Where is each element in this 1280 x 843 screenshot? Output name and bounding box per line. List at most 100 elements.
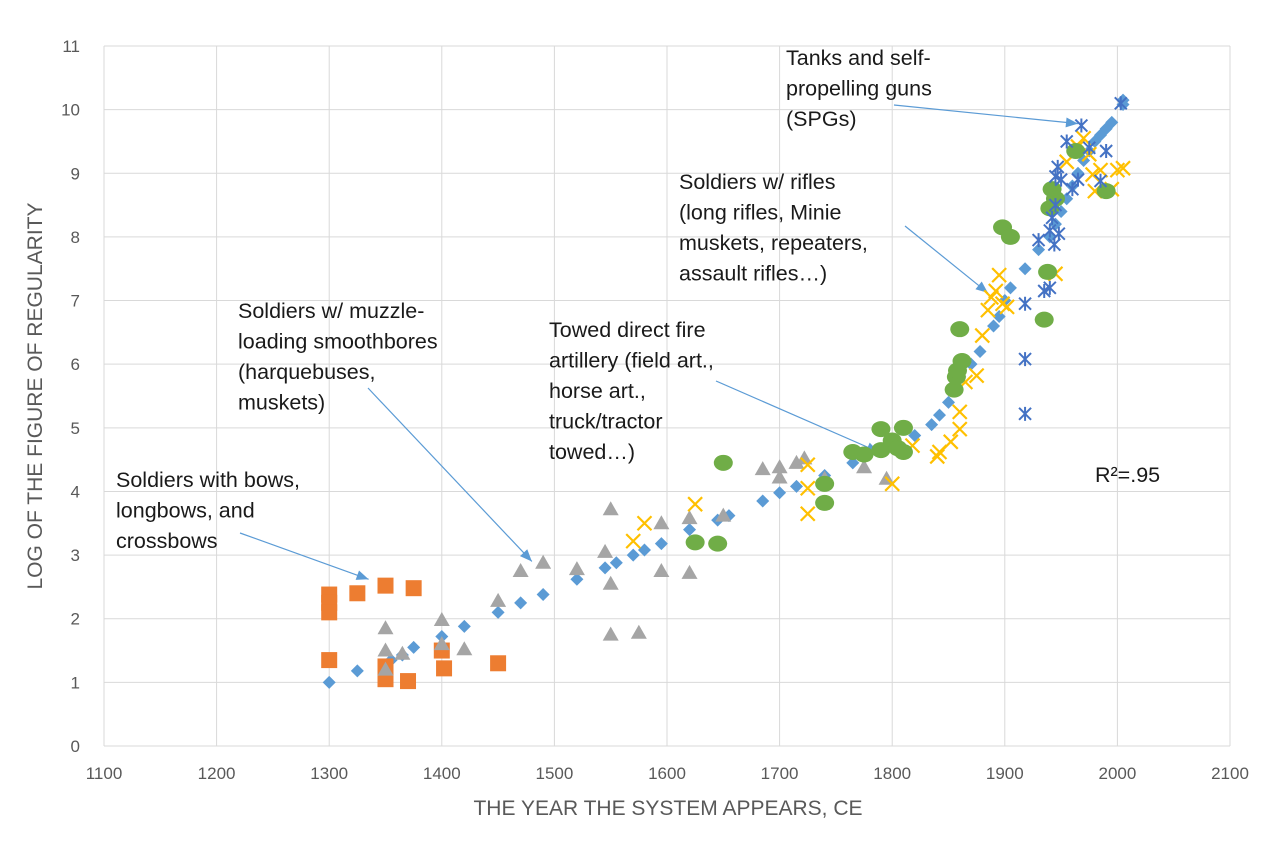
arrowhead-tanks (1065, 117, 1078, 128)
triangle-point (796, 450, 813, 465)
x-point (799, 505, 816, 522)
x-tick-label: 2100 (1211, 764, 1249, 783)
circle-point (1038, 263, 1058, 280)
triangle-point (602, 575, 619, 590)
circle-point (685, 534, 705, 551)
x-tick-label: 2000 (1098, 764, 1136, 783)
diamond-point (457, 619, 471, 633)
triangle-point (602, 501, 619, 516)
circle-point (854, 446, 874, 463)
asterisk-point (1018, 406, 1032, 421)
x-point (1092, 162, 1109, 178)
x-point (799, 480, 816, 497)
diamond-point (536, 588, 550, 602)
triangle-point (456, 641, 473, 656)
y-tick-label: 6 (71, 355, 80, 374)
triangle-point (715, 507, 732, 522)
annotation-line: towed…) (549, 440, 635, 464)
y-tick-label: 10 (61, 101, 80, 120)
x-point (974, 327, 991, 344)
asterisk-point (1031, 233, 1046, 248)
diamond-point (1105, 115, 1119, 129)
x-tick-label: 1600 (648, 764, 686, 783)
x-point (991, 267, 1007, 283)
diamond-point (942, 395, 955, 409)
diamond-point (1032, 243, 1046, 257)
r-squared-label: R²=.95 (1095, 463, 1160, 487)
square-point (400, 673, 417, 690)
diamond-point (987, 319, 1001, 333)
diamond-point (637, 543, 651, 557)
annotation-line: Soldiers w/ muzzle- (238, 299, 424, 323)
triangle-point (377, 620, 394, 635)
diamond-point (350, 664, 364, 678)
x-point (999, 299, 1015, 315)
annotation-towed: Towed direct fire artillery (field art., h… (549, 318, 714, 464)
triangle-point (681, 510, 698, 525)
square-point (405, 580, 422, 597)
diamond-point (789, 479, 803, 493)
square-point (349, 585, 366, 602)
asterisk-point (1114, 96, 1128, 111)
triangle-point (856, 459, 873, 474)
annotation-line: crossbows (116, 529, 218, 553)
arrow-tanks (893, 104, 1079, 125)
x-tick-label: 1200 (198, 764, 236, 783)
diamond-point (1018, 262, 1032, 276)
circle-point (1000, 228, 1020, 245)
circle-point (815, 475, 835, 492)
triangle-point (490, 592, 507, 607)
data-points (321, 93, 1131, 690)
triangle-point (681, 564, 698, 579)
x-point (687, 496, 703, 512)
asterisk-point (1093, 173, 1108, 188)
circle-point (944, 381, 964, 398)
circle-point (713, 454, 733, 471)
asterisk-point (1043, 223, 1057, 238)
x-tick-label: 1300 (310, 764, 348, 783)
asterisk-point (1054, 172, 1068, 187)
diamond-point (1099, 122, 1113, 136)
diamond-point (773, 486, 787, 500)
x-tick-label: 1500 (535, 764, 573, 783)
triangle-point (653, 563, 670, 577)
diamond-point (973, 344, 987, 358)
x-axis-title: THE YEAR THE SYSTEM APPEARS, CE (473, 797, 862, 820)
annotation-line: loading smoothbores (238, 330, 438, 354)
annotation-line: longbows, and (116, 499, 255, 523)
annotation-line: propelling guns (786, 77, 932, 101)
annotation-line: Soldiers w/ rifles (679, 170, 836, 194)
triangle-point (771, 459, 788, 474)
annotation-line: Towed direct fire (549, 318, 706, 342)
asterisk-point (1099, 144, 1113, 158)
arrow-smoothbores (367, 387, 533, 562)
annotation-line: truck/tractor (549, 410, 663, 434)
x-tick-label: 1400 (423, 764, 461, 783)
y-tick-label: 8 (71, 228, 80, 247)
diamond-point (992, 309, 1006, 323)
arrow-bows (239, 532, 369, 580)
y-tick-label: 3 (71, 546, 80, 565)
annotation-line: assault rifles…) (679, 262, 827, 286)
x-point (1109, 162, 1126, 178)
arrow-towed (715, 380, 879, 453)
diamond-point (1003, 281, 1017, 295)
asterisk-point (1071, 172, 1085, 187)
triangle-point (754, 461, 771, 476)
asterisk-point (1018, 296, 1032, 311)
annotation-line: muskets) (238, 391, 325, 415)
circle-point (950, 321, 970, 338)
asterisk-point (1048, 198, 1063, 213)
triangle-point (653, 515, 670, 530)
diamond-point (609, 556, 623, 570)
asterisk-point (1074, 118, 1089, 133)
diamond-point (570, 572, 584, 586)
square-point (377, 577, 394, 594)
annotation-line: artillery (field art., (549, 349, 714, 373)
triangle-point (771, 469, 788, 484)
y-axis-title: LOG OF THE FIGURE OF REGULARITY (24, 203, 47, 590)
circle-point (1066, 143, 1086, 159)
x-point (951, 421, 968, 437)
annotation-line: (harquebuses, (238, 360, 375, 384)
triangle-point (535, 554, 552, 569)
